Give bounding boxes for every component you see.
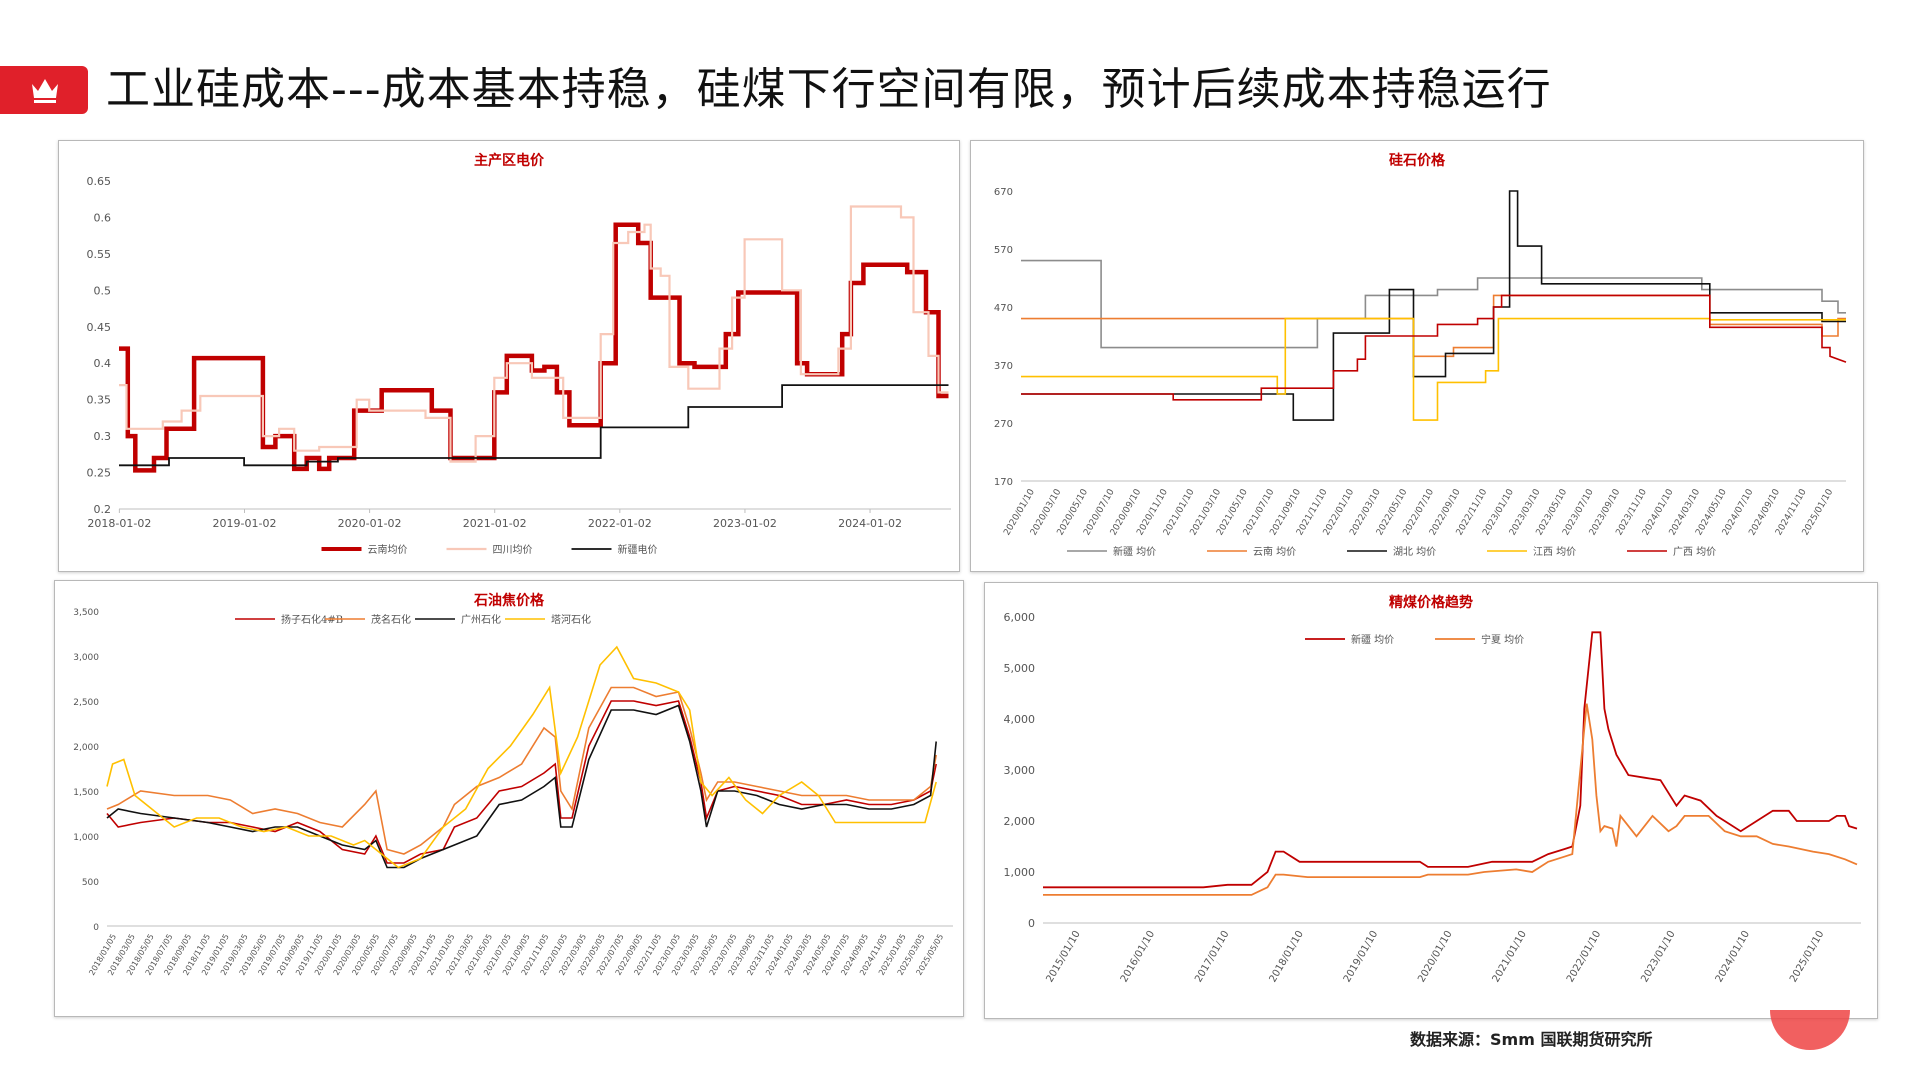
y-tick-label: 500 (82, 878, 99, 888)
petcoke-price-panel: 石油焦价格 0 500 1,000 1,500 2,000 2,500 3,000 3,500 2… (54, 580, 964, 1017)
legend-label: 塔河石化 (551, 613, 591, 626)
logo-badge (0, 66, 88, 114)
x-tick-label: 2025/01/10 (1788, 929, 1826, 984)
x-tick-label: 2023/01/10 (1639, 929, 1677, 984)
series-line-1 (1043, 703, 1858, 896)
legend-label: 四川均价 (493, 544, 533, 556)
series-line-1 (119, 205, 949, 463)
y-tick-label: 370 (994, 361, 1013, 372)
legend-label: 湖北 均价 (1393, 546, 1436, 558)
legend-label: 扬子石化4#B (281, 613, 343, 626)
y-tick-label: 3,000 (73, 653, 99, 663)
legend-label: 江西 均价 (1533, 546, 1576, 558)
y-tick-label: 0.4 (94, 357, 112, 370)
power-price-chart: 主产区电价 0.2 0.25 0.3 0.35 0.4 0.45 0.5 0.55 0.6 0.65… (87, 152, 951, 556)
y-tick-label: 0.45 (87, 321, 112, 334)
x-tick-label: 2019/01/10 (1342, 929, 1380, 984)
x-tick-label: 2020-01-02 (338, 517, 402, 530)
legend-label: 新疆电价 (618, 543, 658, 556)
x-tick-label: 2016/01/10 (1119, 929, 1157, 984)
series-line-0 (1021, 259, 1846, 349)
x-tick-label: 2024/01/10 (1714, 929, 1752, 984)
x-tick-label: 2018-01-02 (87, 517, 151, 530)
y-tick-label: 5,000 (1004, 662, 1036, 675)
legend-label: 新疆 均价 (1113, 545, 1156, 558)
y-tick-label: 0 (1028, 917, 1035, 930)
series-line-4 (1021, 294, 1847, 401)
x-tick-label: 2022/01/10 (1565, 929, 1603, 984)
coal-price-chart: 精煤价格趋势 0 1,000 2,000 3,000 4,000 5,000 6,000 201… (1004, 594, 1861, 984)
y-tick-label: 270 (994, 419, 1013, 430)
y-tick-label: 170 (994, 477, 1013, 488)
series-line-0 (106, 700, 937, 864)
y-tick-label: 570 (994, 245, 1013, 256)
crown-icon (32, 79, 58, 103)
page-title: 工业硅成本---成本基本持稳，硅煤下行空间有限，预计后续成本持稳运行 (106, 64, 1552, 115)
series-line-2 (119, 384, 949, 467)
series-line-3 (106, 645, 937, 869)
coal-price-panel: 精煤价格趋势 0 1,000 2,000 3,000 4,000 5,000 6,000 201… (984, 582, 1878, 1019)
legend-label: 云南 均价 (1253, 545, 1296, 558)
x-tick-label: 2021-01-02 (463, 517, 527, 530)
series-line-0 (119, 222, 949, 473)
y-tick-label: 0.35 (87, 394, 112, 407)
chart-title: 石油焦价格 (473, 592, 545, 609)
y-tick-label: 0.25 (87, 467, 112, 480)
y-tick-label: 0.6 (94, 211, 112, 224)
y-tick-label: 0.65 (87, 175, 112, 188)
chart-title: 硅石价格 (1389, 152, 1446, 169)
chart-title: 精煤价格趋势 (1389, 594, 1473, 611)
y-tick-label: 0.3 (94, 430, 112, 443)
y-tick-label: 3,000 (1004, 764, 1036, 777)
x-tick-label: 2015/01/10 (1044, 929, 1082, 984)
legend-label: 广西 均价 (1673, 546, 1716, 558)
y-tick-label: 3,500 (73, 608, 99, 618)
x-tick-label: 2024-01-02 (838, 517, 902, 530)
x-tick-label: 2019-01-02 (213, 517, 277, 530)
legend-label: 茂名石化 (371, 613, 411, 626)
series-line-1 (106, 686, 937, 855)
x-tick-label: 2023-01-02 (713, 517, 777, 530)
series-line-0 (1043, 631, 1858, 889)
y-tick-label: 0.55 (87, 248, 112, 261)
y-tick-label: 2,000 (73, 743, 99, 753)
legend-label: 宁夏 均价 (1481, 633, 1524, 646)
legend-label: 新疆 均价 (1351, 633, 1394, 646)
series-line-3 (1021, 317, 1846, 421)
source-note: 数据来源：Smm 国联期货研究所 (1410, 1030, 1653, 1049)
legend-label: 云南均价 (368, 543, 408, 556)
y-tick-label: 1,000 (1004, 866, 1036, 879)
power-price-panel: 主产区电价 0.2 0.25 0.3 0.35 0.4 0.45 0.5 0.55 0.6 0.65… (58, 140, 960, 572)
y-tick-label: 0.2 (94, 503, 112, 516)
y-tick-label: 2,000 (1004, 815, 1036, 828)
silica-price-chart: 硅石价格1702703704705706702020/01/102020/03/… (994, 152, 1847, 558)
y-tick-label: 2,500 (73, 698, 99, 708)
y-tick-label: 0.5 (94, 284, 112, 297)
y-tick-label: 1,500 (73, 788, 99, 798)
silica-price-panel: 硅石价格 170 270 370 470 570 670 2020/01/10 2020/03/… (970, 140, 1864, 572)
x-tick-label: 2018/01/10 (1268, 929, 1306, 984)
series-line-2 (1021, 190, 1846, 421)
chart-title: 主产区电价 (474, 152, 545, 169)
x-tick-label: 2017/01/10 (1193, 929, 1231, 984)
x-tick-label: 2021/01/10 (1491, 929, 1529, 984)
x-tick-label: 2020/01/10 (1416, 929, 1454, 984)
corner-decoration (1770, 1010, 1850, 1050)
y-tick-label: 670 (994, 187, 1013, 198)
petcoke-price-chart: 石油焦价格05001,0001,5002,0002,5003,0003,5002… (73, 592, 953, 977)
y-tick-label: 6,000 (1004, 611, 1036, 624)
legend-label: 广州石化 (461, 613, 501, 626)
y-tick-label: 470 (994, 303, 1013, 314)
y-tick-label: 4,000 (1004, 713, 1036, 726)
x-tick-label: 2022-01-02 (588, 517, 652, 530)
y-tick-label: 1,000 (73, 833, 99, 843)
y-tick-label: 0 (93, 923, 99, 933)
